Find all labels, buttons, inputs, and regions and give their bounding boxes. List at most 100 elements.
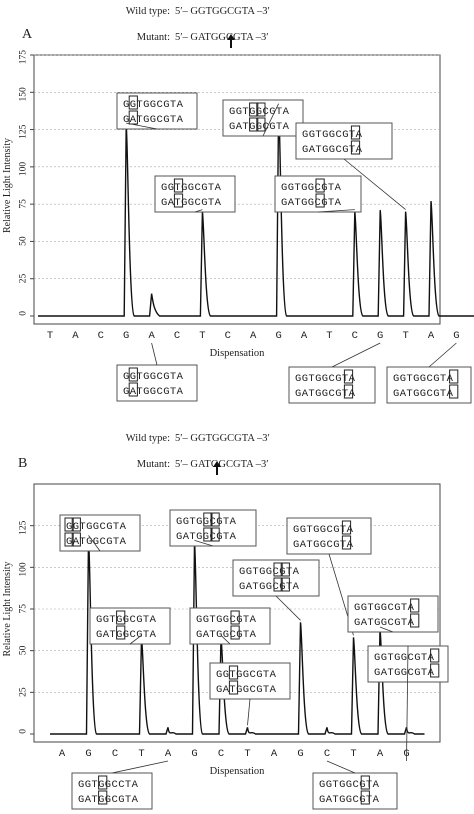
sequence-top: GGTGGCGTA [66, 521, 127, 533]
highlight-top [98, 775, 108, 790]
dispensation-label-9: A [271, 748, 278, 760]
highlight-bottom [280, 577, 290, 592]
sequence-top: GGTGGCGTA [293, 524, 354, 536]
highlight-bottom [341, 535, 352, 550]
sequence-box-2: GGTGGCGTA GATGGCGTA [89, 607, 171, 645]
dispensation-label-10: G [275, 330, 281, 342]
connector-line [326, 760, 356, 774]
sequence-top: GGTGGCGTA [374, 652, 435, 664]
highlight-bottom [350, 140, 361, 155]
dispensation-label-11: C [324, 748, 330, 760]
sequence-bottom: GATGGCGTA [161, 197, 222, 209]
wild-type-sequence: 5′– GGTGGCGTA –3′ [175, 433, 270, 444]
connector-line [428, 342, 457, 368]
highlight-top [256, 102, 266, 117]
highlight-bottom [128, 110, 138, 125]
highlight-bottom [203, 527, 213, 542]
sequence-box-5: GGTGGCGTA GATGGCGTA [274, 175, 362, 213]
sequence-box-frame [288, 366, 376, 404]
sequence-bottom: GATGGCGTA [295, 388, 356, 400]
panel-a: Wild type: 5′– GGTGGCGTA –3′ Mutant: 5′– GA… [2, 6, 474, 404]
dispensation-label-2: A [72, 330, 79, 342]
sequence-top: GGTGGCGTA [295, 373, 356, 385]
sequence-box-2: GGTGGCGTA GATGGCGTA [154, 175, 236, 213]
sequence-box-frame [89, 607, 171, 645]
sequence-bottom: GATGGCGTA [229, 121, 290, 133]
sequence-box-frame [312, 772, 398, 810]
sequence-bottom: GATGGCGTA [196, 629, 257, 641]
dispensation-label-7: C [218, 748, 224, 760]
mutant-sequence: 5′– GATGGCGTA –3′ [175, 32, 269, 43]
highlight-bottom [230, 625, 240, 640]
dispensation-label-4: G [123, 330, 129, 342]
connector-line [317, 209, 355, 213]
sequence-bottom: GATGGCGTA [302, 144, 363, 156]
y-tick-label: 100 [19, 562, 29, 577]
dispensation-label-7: T [199, 330, 205, 342]
panel-label: B [18, 456, 27, 471]
connector-line [406, 645, 409, 762]
dispensation-label-10: G [297, 748, 303, 760]
x-axis-label: Dispensation [210, 766, 266, 777]
sequence-top: GGTGGCGTA [123, 99, 184, 111]
connector-line [194, 539, 214, 547]
highlight-top [449, 369, 459, 384]
sequence-bottom: GATGGCGTA [319, 794, 380, 806]
highlight-bottom [249, 117, 259, 132]
highlight-bottom [98, 790, 108, 805]
sequence-box-6: GGTGGCGTA GATGGCGTA [232, 559, 320, 621]
sequence-bottom: GATGGCGTA [354, 617, 415, 629]
highlight-bottom [343, 384, 354, 399]
highlight-bottom [315, 193, 325, 208]
sequence-bottom: GATGGCGTA [374, 667, 435, 679]
y-tick-label: 25 [19, 273, 29, 283]
highlight-top [228, 665, 239, 680]
highlight-top [173, 178, 184, 193]
y-tick-label: 175 [19, 50, 29, 65]
sequence-box-7: GGTGGCGTA GATGGCGTA [288, 342, 381, 404]
highlight-bottom [228, 680, 239, 695]
connector-line [379, 626, 394, 633]
sequence-box-frame [209, 662, 291, 700]
dispensation-label-4: T [138, 748, 144, 760]
wild-type-sequence: 5′– GGTGGCGTA –3′ [175, 6, 270, 17]
highlight-top [210, 512, 220, 527]
dispensation-label-17: G [453, 330, 459, 342]
highlight-top [430, 648, 440, 663]
dispensation-label-5: A [165, 748, 172, 760]
sequence-top: GGTGGCGTA [239, 566, 300, 578]
sequence-top: GGTGGCCTA [78, 779, 139, 791]
highlight-top [64, 517, 74, 532]
sequence-bottom: GATGGCGTA [393, 388, 454, 400]
sequence-top: GGTGGCGTA [229, 106, 290, 118]
sequence-box-frame [286, 517, 372, 555]
highlight-top [128, 95, 138, 110]
dispensation-label-11: A [301, 330, 308, 342]
panel-label: A [22, 27, 33, 42]
dispensation-label-8: C [225, 330, 231, 342]
highlight-top [230, 610, 240, 625]
y-tick-label: 125 [19, 124, 29, 139]
highlight-top [280, 562, 290, 577]
highlight-top [249, 102, 259, 117]
highlight-bottom [71, 532, 81, 547]
y-axis-label: Relative Light Intensity [2, 562, 13, 657]
sequence-box-11: GGTGGCGTA GATGGCGTA [312, 760, 398, 810]
dispensation-label-9: A [250, 330, 257, 342]
highlight-bottom [173, 193, 184, 208]
connector-line [111, 760, 169, 774]
sequence-box-8: GGTGGCGTA GATGGCGTA [386, 342, 472, 404]
sequence-box-8: GGTGGCGTA GATGGCGTA [347, 595, 439, 633]
connector-line [126, 122, 158, 130]
highlight-bottom [360, 790, 370, 805]
connector-line [220, 635, 231, 645]
highlight-top [350, 125, 361, 140]
wild-type-label: Wild type: [126, 6, 170, 17]
y-tick-label: 50 [19, 236, 29, 246]
sequence-bottom: GATGGCGTA [176, 531, 237, 543]
highlight-top [273, 562, 283, 577]
mutation-arrow-head [213, 461, 221, 467]
sequence-top: GGTGGCGTA [354, 602, 415, 614]
sequence-top: GGTGGCGTA [216, 669, 277, 681]
highlight-top [203, 512, 213, 527]
